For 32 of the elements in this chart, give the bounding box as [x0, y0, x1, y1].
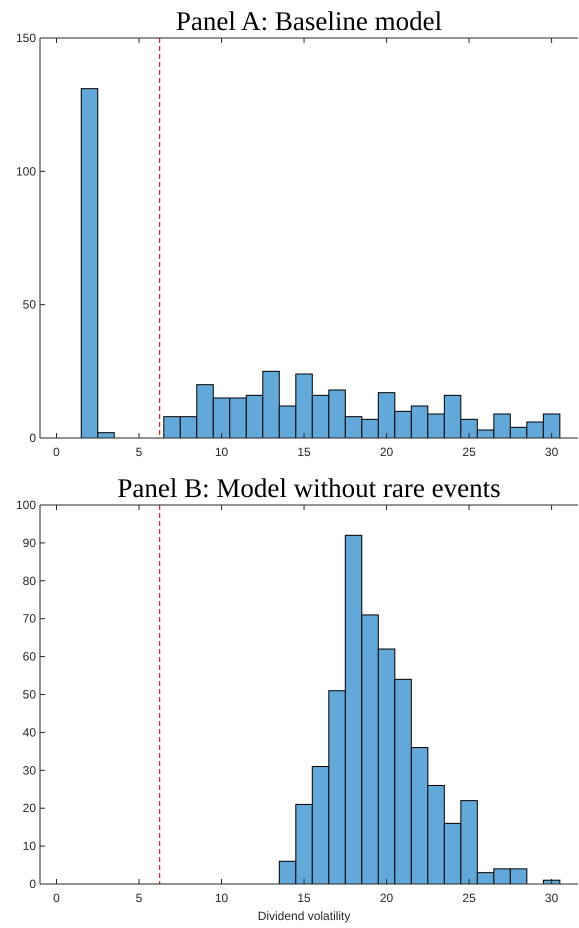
y-tick-label: 30 [22, 763, 36, 778]
y-tick-label: 40 [22, 725, 36, 740]
x-tick-label: 10 [214, 445, 229, 459]
x-tick-label: 30 [544, 445, 559, 459]
x-tick-label: 15 [297, 891, 312, 905]
x-tick-label: 20 [380, 445, 394, 459]
chart-title: Panel B: Model without rare events [117, 473, 501, 503]
y-tick-label: 10 [22, 839, 36, 854]
y-tick-label: 100 [16, 164, 36, 178]
y-tick-label: 90 [22, 536, 36, 550]
x-tick-label: 25 [462, 891, 476, 905]
y-tick-label: 60 [22, 650, 36, 664]
y-tick-label: 0 [29, 431, 36, 445]
y-tick-label: 100 [16, 498, 36, 512]
y-tick-label: 50 [22, 688, 36, 702]
x-tick-label: 10 [214, 891, 229, 905]
x-tick-label: 20 [380, 891, 394, 905]
x-tick-label: 25 [462, 445, 476, 459]
y-tick-label: 80 [22, 574, 36, 588]
y-tick-label: 20 [22, 801, 36, 816]
y-tick-label: 0 [29, 877, 36, 891]
y-tick-label: 50 [22, 298, 36, 312]
x-tick-label: 30 [544, 891, 559, 905]
x-axis-title: Dividend volatility [258, 909, 350, 923]
x-tick-label: 5 [136, 445, 143, 459]
chart-title: Panel A: Baseline model [176, 6, 442, 36]
x-tick-label: 15 [297, 445, 312, 459]
x-tick-label: 0 [53, 445, 60, 459]
x-tick-label: 0 [53, 891, 60, 905]
x-tick-label: 5 [136, 891, 143, 905]
y-tick-label: 150 [16, 31, 36, 45]
y-tick-label: 70 [22, 612, 36, 626]
